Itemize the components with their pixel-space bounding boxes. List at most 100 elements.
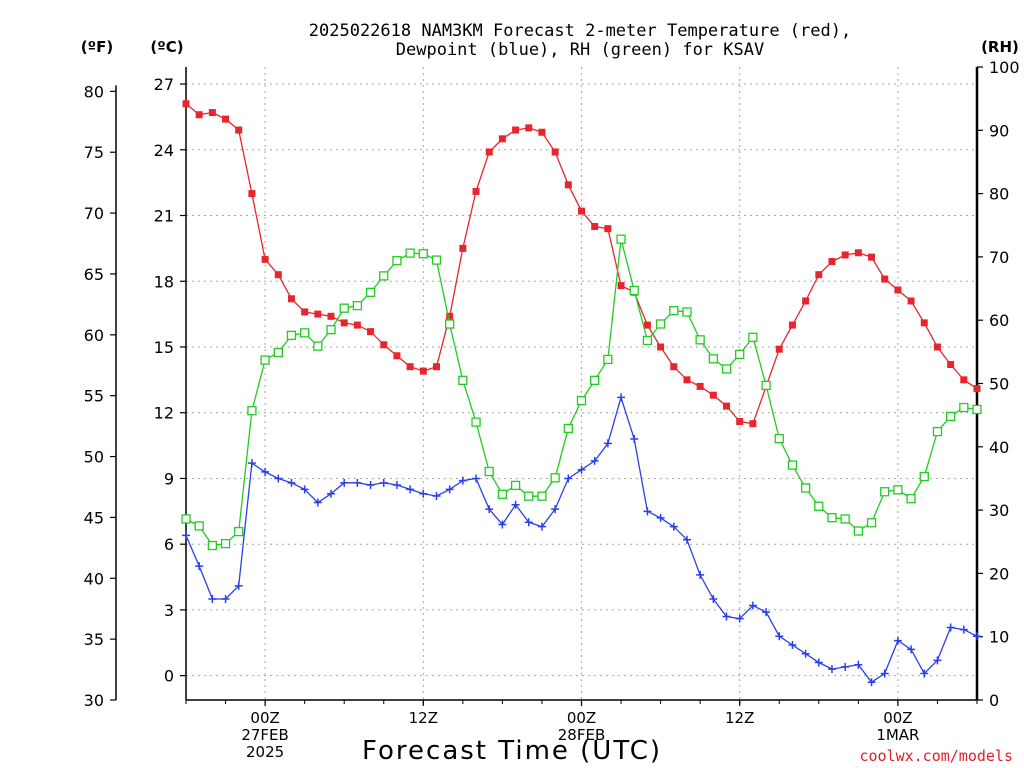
tick-label-celsius: 6 [164,535,174,554]
data-point-dewpoint [524,518,533,527]
data-point-temperature [274,271,282,279]
data-point-dewpoint [247,459,256,468]
data-point-rh [220,538,231,549]
data-point-rh [299,328,310,338]
data-point-rh [840,514,850,524]
tick-label-rh: 0 [989,691,999,710]
data-point-rh [471,417,481,427]
data-point-rh [787,460,798,470]
data-point-dewpoint [933,656,942,665]
data-point-dewpoint [814,658,823,667]
data-point-rh [906,494,916,504]
data-point-dewpoint [709,594,718,603]
data-point-dewpoint [643,507,652,516]
data-point-temperature [881,275,889,283]
data-point-dewpoint [221,594,230,603]
data-point-temperature [459,244,467,252]
data-point-dewpoint [445,485,454,494]
data-point-dewpoint [656,513,665,522]
data-point-temperature [485,148,493,156]
tick-label-rh: 10 [989,628,1009,647]
data-point-rh [550,473,560,483]
axes: 30 35 40 45 50 55 60 65 70 75 80 0 3 6 9 12 15 18 21 24 27 0 1… [84,58,1020,761]
data-point-dewpoint [880,669,889,678]
data-point-dewpoint [261,467,270,476]
data-point-rh [524,491,534,501]
data-point-temperature [907,297,915,305]
data-point-rh [866,518,877,528]
data-point-dewpoint [907,645,916,654]
data-point-rh [959,402,969,413]
data-point-temperature [788,321,796,329]
data-point-dewpoint [313,498,322,507]
axis-unit-celsius: (ºC) [150,38,183,56]
tick-label-rh: 90 [989,121,1009,140]
data-point-temperature [406,363,414,371]
data-point-rh [590,375,600,385]
data-point-temperature [815,271,823,279]
data-point-dewpoint [762,608,771,617]
data-point-rh [735,349,745,360]
data-point-temperature [933,343,941,351]
data-point-dewpoint [590,456,599,465]
data-point-rh [880,487,890,497]
data-point-temperature [604,225,612,233]
data-point-temperature [854,249,862,257]
tick-label-fahrenheit: 30 [84,691,104,710]
data-point-dewpoint [208,594,217,603]
data-point-dewpoint [537,522,546,531]
tick-label-x: 28FEB [558,726,605,744]
data-point-rh [234,526,244,537]
data-point-dewpoint [801,649,810,658]
tick-label-fahrenheit: 65 [84,265,104,284]
data-point-temperature [182,100,190,108]
data-point-dewpoint [274,474,283,483]
data-point-rh [616,234,626,244]
tick-label-celsius: 12 [154,404,174,423]
data-point-rh [761,380,771,391]
data-point-rh [247,406,257,416]
data-point-rh [682,307,692,317]
tick-label-celsius: 0 [164,667,174,686]
data-point-dewpoint [748,601,757,610]
data-point-temperature [551,148,559,156]
data-point-temperature [670,363,678,371]
data-point-temperature [973,385,981,393]
data-point-rh [510,480,521,491]
data-point-temperature [947,361,955,369]
chart-title-line-2: Dewpoint (blue), RH (green) for KSAV [396,40,764,60]
data-point-dewpoint [195,562,204,571]
series-dewpoint [182,393,981,687]
data-point-rh [313,341,323,351]
data-point-temperature [261,255,269,263]
data-point-rh [827,513,837,523]
data-point-rh [207,540,218,551]
data-point-temperature [235,126,243,134]
data-point-dewpoint [458,476,467,485]
data-point-rh [445,319,455,329]
data-point-temperature [736,417,744,425]
data-point-dewpoint [920,669,929,678]
data-point-rh [379,271,389,281]
data-point-rh [418,249,428,259]
data-point-temperature [446,312,454,320]
data-point-dewpoint [182,531,190,540]
data-point-dewpoint [234,581,243,590]
tick-label-rh: 40 [989,438,1009,457]
data-point-temperature [920,319,928,327]
tick-label-fahrenheit: 40 [84,569,104,588]
chart-title-line-1: 2025022618 NAM3KM Forecast 2-meter Tempe… [309,21,851,41]
data-point-rh [326,325,336,335]
data-point-rh [800,483,811,493]
tick-label-x: 00Z [250,709,279,727]
data-point-dewpoint [669,522,678,531]
data-point-dewpoint [696,570,705,579]
data-point-temperature [222,115,230,123]
data-point-rh [695,335,705,345]
data-point-rh [774,433,784,444]
data-point-dewpoint [472,474,481,483]
tick-label-rh: 60 [989,311,1009,330]
series-temperature [182,100,981,428]
data-point-rh [945,411,956,422]
